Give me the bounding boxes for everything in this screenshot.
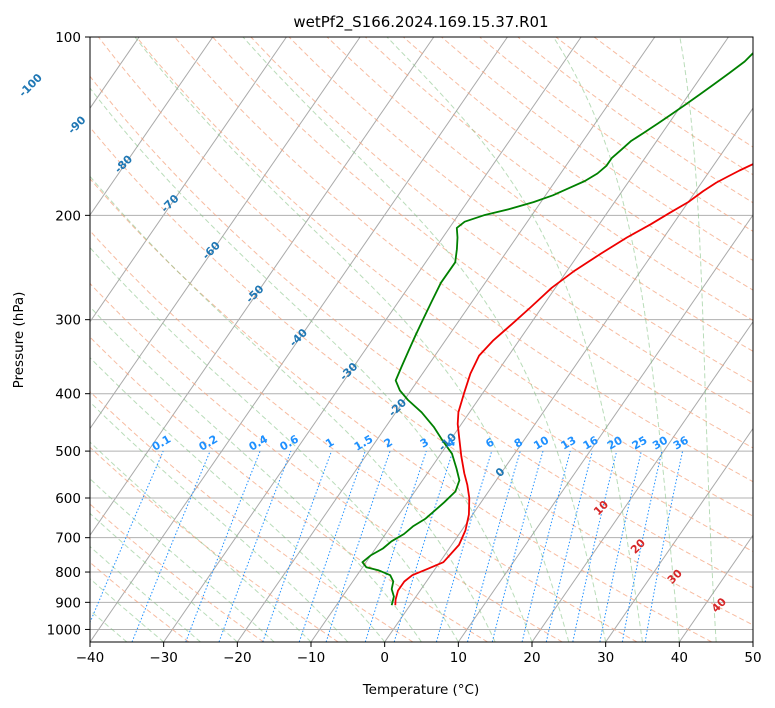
y-tick-label: 200: [55, 208, 81, 224]
x-tick-label: 40: [671, 650, 688, 666]
isotherm-line: [90, 37, 435, 537]
dry-adiabat-line: [90, 446, 339, 642]
profile-lines: [361, 51, 753, 606]
moist-adiabat-line: [90, 478, 275, 642]
x-tick-label: −40: [76, 650, 105, 666]
mixing-ratio-line: [545, 450, 593, 642]
mixing-ratio-line: [298, 450, 366, 642]
dry-adiabat-line: [90, 561, 190, 642]
dry-adiabat-line: [364, 37, 753, 321]
mixing-ratio-line: [364, 450, 427, 642]
moist-adiabat-line: [90, 306, 422, 642]
moist-adiabat-line: [90, 578, 165, 642]
moist-adiabat-line: [90, 401, 349, 642]
moist-adiabat-line: [90, 246, 459, 642]
y-tick-label: 100: [55, 30, 81, 46]
dry-adiabat-line: [90, 230, 638, 642]
isotherm-line: [0, 37, 65, 642]
isotherm-label: -90: [65, 113, 88, 136]
x-tick-label: 30: [597, 650, 614, 666]
x-tick-label: 0: [380, 650, 389, 666]
moist-adiabat-line: [134, 37, 570, 642]
isotherm-line: [752, 641, 753, 642]
isotherm-line: [163, 37, 582, 642]
isotherm-line: [457, 214, 753, 642]
dry-adiabat-line: [90, 178, 712, 642]
y-tick-label: 1000: [47, 622, 81, 638]
moist-adiabat-line: [90, 356, 386, 642]
y-axis-ticks: 100 200 300 400 500 600 700 800 900 1000: [47, 30, 90, 638]
moist-adiabat-line: [242, 37, 607, 642]
isotherm-line: [531, 320, 753, 642]
y-axis-label: Pressure (hPa): [11, 292, 27, 389]
x-tick-label: 10: [450, 650, 467, 666]
y-tick-label: 900: [55, 595, 81, 611]
moist-adiabat-line: [679, 37, 717, 642]
mixing-ratio-line: [262, 450, 332, 642]
dry-adiabat-line: [403, 37, 753, 291]
mixing-ratio-line: [435, 450, 493, 642]
x-tick-label: −10: [297, 650, 326, 666]
x-axis-ticks: −40 −30 −20 −10 0 10 20 30 40 50: [76, 642, 762, 666]
dry-adiabat-line: [90, 390, 414, 642]
mixing-ratio-line: [325, 450, 391, 642]
y-tick-label: 600: [55, 491, 81, 507]
isotherm-label: -100: [16, 71, 45, 100]
dry-adiabat-line: [90, 126, 753, 626]
y-tick-label: 500: [55, 444, 81, 460]
moist-adiabat-line: [386, 37, 643, 642]
moist-adiabat-line: [90, 512, 238, 642]
isotherm-line: [90, 37, 361, 430]
mixing-ratio-line: [621, 450, 663, 642]
isotherm-line: [90, 37, 287, 323]
mixing-ratio-line: [185, 450, 261, 642]
x-tick-label: 20: [523, 650, 540, 666]
isotherm-line: [236, 37, 656, 642]
mixing-ratio-line: [218, 450, 292, 642]
temperature-profile-line: [394, 163, 753, 606]
mixing-ratio-line: [131, 450, 211, 642]
dry-adiabat-line: [98, 37, 753, 553]
x-axis-label: Temperature (°C): [362, 682, 480, 698]
y-tick-label: 400: [55, 387, 81, 403]
y-tick-label: 700: [55, 531, 81, 547]
background-lines: [0, 37, 753, 642]
moist-adiabat-line: [90, 545, 201, 642]
dry-adiabat-line: [212, 37, 753, 449]
y-tick-label: 800: [55, 565, 81, 581]
mixing-ratio-line: [572, 450, 618, 642]
mixing-ratio-line: [491, 450, 544, 642]
dewpoint-profile-line: [361, 51, 753, 606]
plot-frame: [89, 36, 754, 643]
isotherm-line: [605, 427, 753, 642]
isotherm-line: [90, 37, 214, 216]
mixing-ratio-line: [599, 450, 642, 642]
mixing-ratio-line: [467, 450, 521, 642]
dry-adiabat-line: [90, 282, 563, 642]
y-tick-label: 300: [55, 313, 81, 329]
isotherm-line: [384, 107, 753, 642]
mixing-ratio-line: [90, 450, 164, 624]
dry-adiabat-line: [250, 37, 753, 416]
x-tick-label: 50: [744, 650, 761, 666]
chart-title: wetPf2_S166.2024.169.15.37.R01: [293, 13, 548, 32]
x-tick-label: −30: [149, 650, 178, 666]
dry-adiabat-line: [136, 37, 753, 517]
dry-adiabat-line: [90, 336, 488, 642]
dry-adiabat-line: [288, 37, 753, 384]
mixing-ratio-line: [393, 450, 454, 642]
isotherm-line: [678, 534, 753, 642]
x-tick-label: −20: [223, 650, 252, 666]
moist-adiabat-line: [552, 37, 680, 642]
